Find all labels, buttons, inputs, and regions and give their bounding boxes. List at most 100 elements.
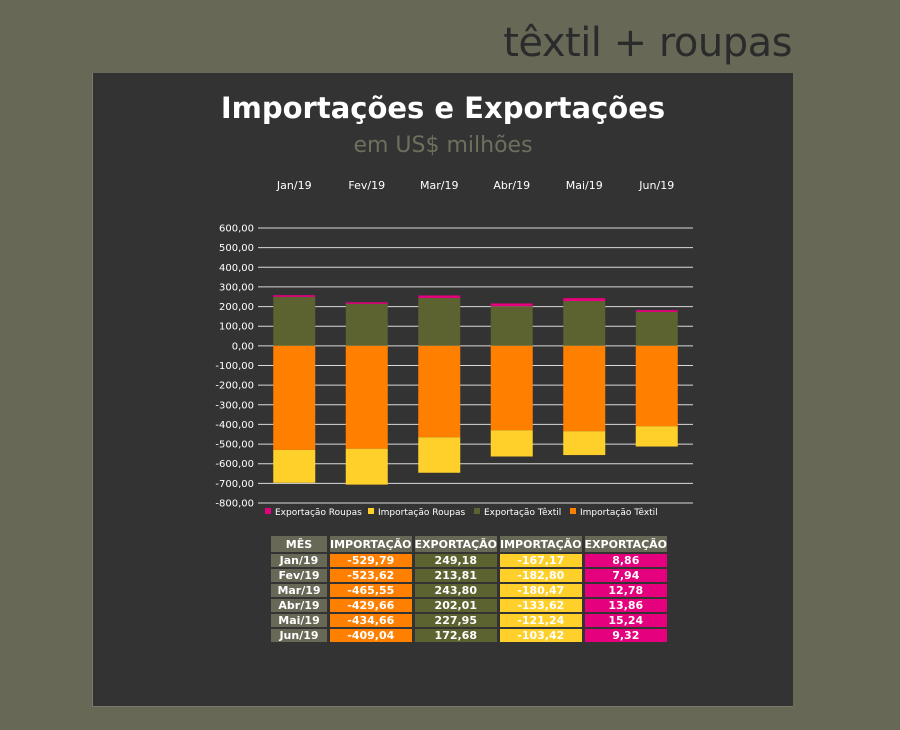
cell-importacao-roupas: -133,62 [500,599,582,612]
bar-exporta-o-roupas [273,295,316,297]
bar-exporta-o-roupas [418,295,461,298]
cell-mes: Mai/19 [271,614,327,627]
bar-importa-o-roupas [490,430,533,457]
y-tick-label: -200,00 [215,381,254,392]
bar-exporta-o-roupas [635,310,678,312]
x-category-label: Mai/19 [566,179,603,192]
cell-exportacao-textil: 172,68 [414,629,498,642]
bar-importa-o-t-xtil [490,345,533,431]
legend-swatch [570,508,576,514]
cell-exportacao-roupas: 7,94 [584,569,668,582]
bar-exporta-o-t-xtil [563,301,606,346]
x-category-label: Jun/19 [638,179,674,192]
legend-label: Exportação Roupas [275,508,362,518]
cell-mes: Jun/19 [271,629,327,642]
cell-importacao-textil: -409,04 [330,629,412,642]
cell-exportacao-textil: 213,81 [414,569,498,582]
table-row: Fev/19 -523,62 213,81 -182,80 7,94 [271,569,668,582]
cell-exportacao-textil: 249,18 [414,554,498,567]
cell-exportacao-textil: 227,95 [414,614,498,627]
cell-exportacao-textil: 243,80 [414,584,498,597]
y-tick-label: 300,00 [219,282,254,293]
bar-exporta-o-roupas [345,302,388,304]
bar-importa-o-t-xtil [635,345,678,427]
header-importacao-roupas: IMPORTAÇÃO [500,536,582,552]
bar-exporta-o-roupas [490,303,533,307]
legend-swatch [265,508,271,514]
legend-label: Importação Têxtil [580,507,658,518]
y-tick-label: 0,00 [232,341,254,352]
bar-exporta-o-t-xtil [273,296,316,346]
header-importacao-textil: IMPORTAÇÃO [330,536,412,552]
x-category-label: Jan/19 [276,179,312,192]
header-mes: MÊS [271,536,327,552]
cell-importacao-roupas: -121,24 [500,614,582,627]
cell-mes: Mar/19 [271,584,327,597]
bar-importa-o-roupas [563,431,606,456]
brand-logo-text: têxtil + roupas [503,20,792,66]
cell-exportacao-roupas: 13,86 [584,599,668,612]
chart-title: Importações e Exportações [220,91,666,125]
cell-importacao-roupas: -180,47 [500,584,582,597]
legend-swatch [474,508,480,514]
header-exportacao-textil: EXPORTAÇÃO [414,536,498,552]
cell-exportacao-textil: 202,01 [414,599,498,612]
bar-importa-o-roupas [273,449,316,483]
bar-importa-o-roupas [418,437,461,473]
cell-importacao-textil: -523,62 [330,569,412,582]
stacked-bar-chart: 600,00 500,00 400,00 300,00 200,00 100,00 0,00… [215,179,693,518]
y-tick-label: -500,00 [215,440,254,451]
y-tick-label: -400,00 [215,420,254,431]
bar-exporta-o-t-xtil [635,311,678,346]
y-tick-label: -800,00 [215,499,254,510]
bar-importa-o-roupas [635,426,678,447]
bar-importa-o-t-xtil [273,345,316,450]
x-category-label: Mar/19 [420,179,458,192]
bar-importa-o-t-xtil [563,345,606,432]
y-tick-label: -100,00 [215,361,254,372]
legend-swatch [368,508,374,514]
bar-exporta-o-t-xtil [345,303,388,346]
cell-importacao-textil: -465,55 [330,584,412,597]
y-tick-label: 200,00 [219,302,254,313]
cell-exportacao-roupas: 15,24 [584,614,668,627]
cell-exportacao-roupas: 9,32 [584,629,668,642]
x-category-label: Abr/19 [493,179,530,192]
cell-mes: Fev/19 [271,569,327,582]
y-tick-label: 100,00 [219,322,254,333]
bar-importa-o-roupas [345,448,388,485]
cell-importacao-textil: -434,66 [330,614,412,627]
y-tick-label: 500,00 [219,243,254,254]
table-row: Jun/19 -409,04 172,68 -103,42 9,32 [271,629,668,642]
y-tick-label: -700,00 [215,479,254,490]
cell-importacao-roupas: -182,80 [500,569,582,582]
cell-importacao-textil: -429,66 [330,599,412,612]
bar-importa-o-t-xtil [345,345,388,449]
legend-label: Importação Roupas [378,508,466,518]
table-row: Mai/19 -434,66 227,95 -121,24 15,24 [271,614,668,627]
bar-importa-o-t-xtil [418,345,461,438]
chart-subtitle: em US$ milhões [353,133,533,158]
cell-importacao-textil: -529,79 [330,554,412,567]
data-table: MÊS IMPORTAÇÃO EXPORTAÇÃO IMPORTAÇÃO EXP… [268,534,670,644]
table-row: Abr/19 -429,66 202,01 -133,62 13,86 [271,599,668,612]
cell-exportacao-roupas: 8,86 [584,554,668,567]
cell-mes: Jan/19 [271,554,327,567]
y-tick-label: 600,00 [219,224,254,235]
bar-exporta-o-t-xtil [418,297,461,346]
table-row: Jan/19 -529,79 249,18 -167,17 8,86 [271,554,668,567]
legend-label: Exportação Têxtil [484,507,561,518]
cell-importacao-roupas: -167,17 [500,554,582,567]
bar-exporta-o-roupas [563,298,606,302]
y-tick-label: 400,00 [219,263,254,274]
cell-mes: Abr/19 [271,599,327,612]
x-category-label: Fev/19 [348,179,385,192]
table-header-row: MÊS IMPORTAÇÃO EXPORTAÇÃO IMPORTAÇÃO EXP… [271,536,668,552]
y-tick-label: -300,00 [215,400,254,411]
bar-exporta-o-t-xtil [490,306,533,346]
table-row: Mar/19 -465,55 243,80 -180,47 12,78 [271,584,668,597]
chart-panel: 600,00 500,00 400,00 300,00 200,00 100,00 0,00… [92,73,793,707]
cell-importacao-roupas: -103,42 [500,629,582,642]
cell-exportacao-roupas: 12,78 [584,584,668,597]
y-tick-label: -600,00 [215,459,254,470]
